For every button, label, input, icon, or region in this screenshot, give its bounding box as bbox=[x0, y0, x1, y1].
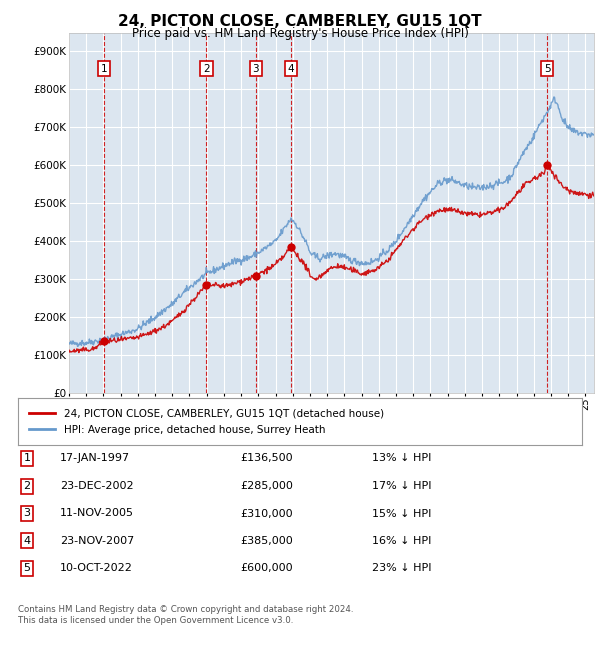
Text: 17-JAN-1997: 17-JAN-1997 bbox=[60, 453, 130, 463]
Legend: 24, PICTON CLOSE, CAMBERLEY, GU15 1QT (detached house), HPI: Average price, deta: 24, PICTON CLOSE, CAMBERLEY, GU15 1QT (d… bbox=[26, 406, 387, 438]
Text: £385,000: £385,000 bbox=[240, 536, 293, 546]
Text: 4: 4 bbox=[23, 536, 31, 546]
Text: 23% ↓ HPI: 23% ↓ HPI bbox=[372, 563, 431, 573]
Text: 10-OCT-2022: 10-OCT-2022 bbox=[60, 563, 133, 573]
Text: £600,000: £600,000 bbox=[240, 563, 293, 573]
Text: £285,000: £285,000 bbox=[240, 481, 293, 491]
Text: 16% ↓ HPI: 16% ↓ HPI bbox=[372, 536, 431, 546]
Text: 11-NOV-2005: 11-NOV-2005 bbox=[60, 508, 134, 519]
Text: £310,000: £310,000 bbox=[240, 508, 293, 519]
Text: £136,500: £136,500 bbox=[240, 453, 293, 463]
Text: 23-NOV-2007: 23-NOV-2007 bbox=[60, 536, 134, 546]
Text: 15% ↓ HPI: 15% ↓ HPI bbox=[372, 508, 431, 519]
Text: 23-DEC-2002: 23-DEC-2002 bbox=[60, 481, 134, 491]
Text: 24, PICTON CLOSE, CAMBERLEY, GU15 1QT: 24, PICTON CLOSE, CAMBERLEY, GU15 1QT bbox=[118, 14, 482, 29]
Text: 3: 3 bbox=[23, 508, 31, 519]
Text: 1: 1 bbox=[101, 64, 107, 73]
Text: 13% ↓ HPI: 13% ↓ HPI bbox=[372, 453, 431, 463]
Text: 2: 2 bbox=[203, 64, 209, 73]
Text: 1: 1 bbox=[23, 453, 31, 463]
Text: Price paid vs. HM Land Registry's House Price Index (HPI): Price paid vs. HM Land Registry's House … bbox=[131, 27, 469, 40]
Text: 3: 3 bbox=[253, 64, 259, 73]
Text: This data is licensed under the Open Government Licence v3.0.: This data is licensed under the Open Gov… bbox=[18, 616, 293, 625]
Text: 5: 5 bbox=[23, 563, 31, 573]
Text: Contains HM Land Registry data © Crown copyright and database right 2024.: Contains HM Land Registry data © Crown c… bbox=[18, 605, 353, 614]
Text: 2: 2 bbox=[23, 481, 31, 491]
Text: 4: 4 bbox=[288, 64, 295, 73]
Text: 17% ↓ HPI: 17% ↓ HPI bbox=[372, 481, 431, 491]
Text: 5: 5 bbox=[544, 64, 550, 73]
